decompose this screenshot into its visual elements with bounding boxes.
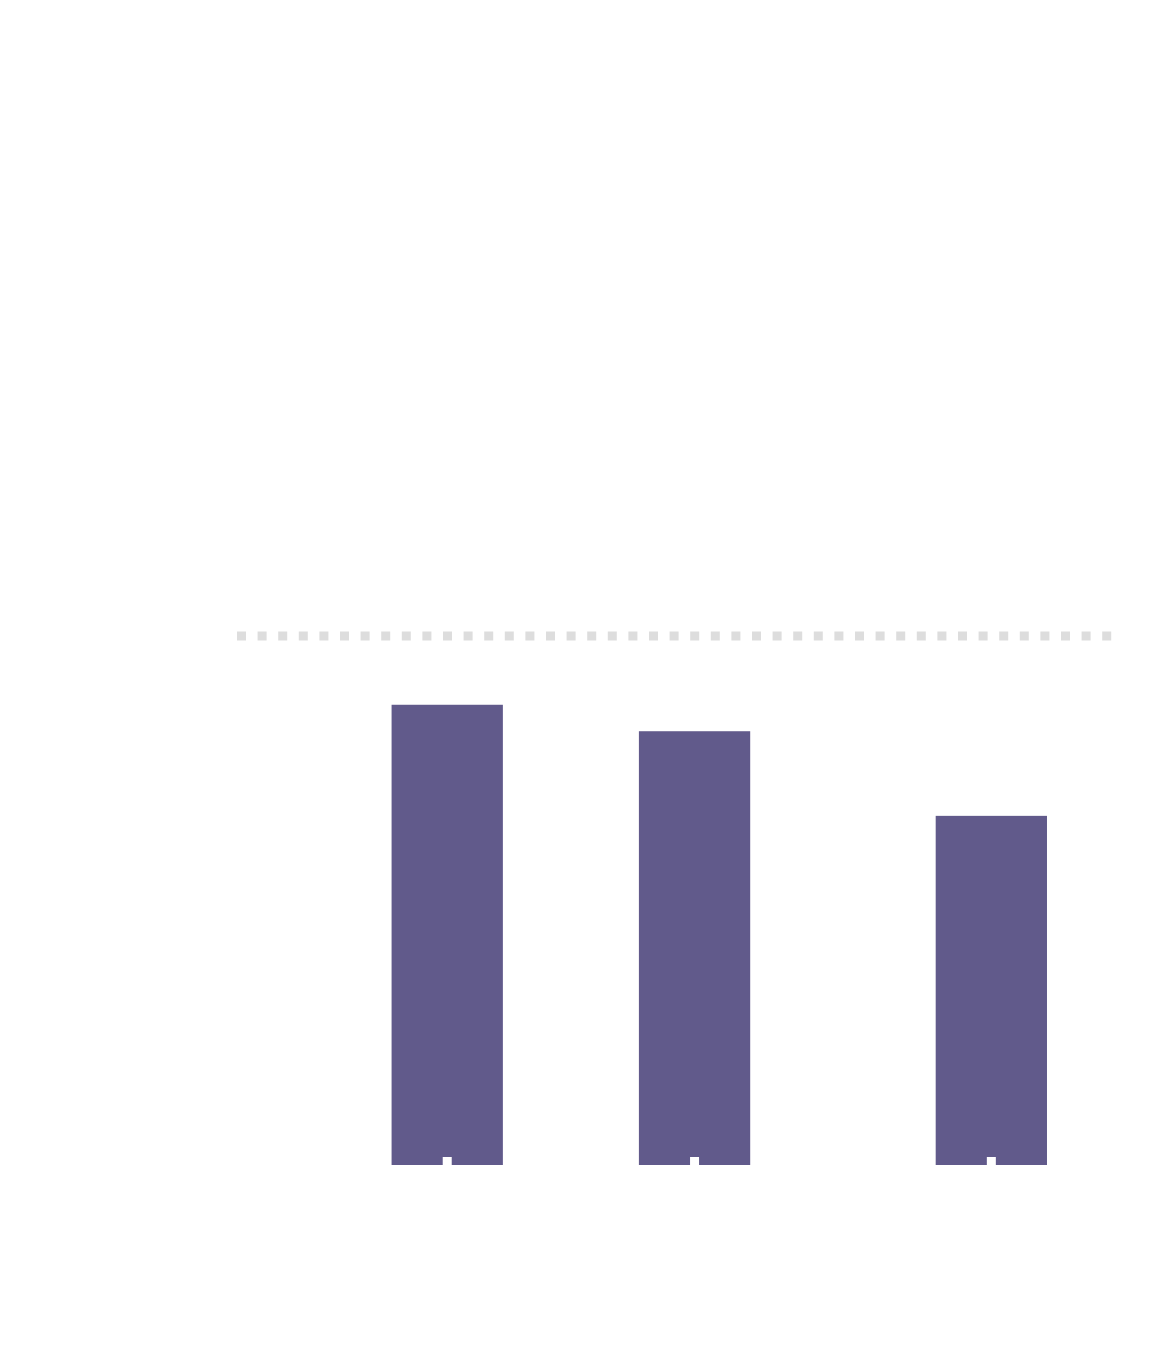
- x-tick-mark: [690, 1157, 700, 1165]
- bar: [638, 731, 751, 1165]
- x-tick-mark: [442, 1157, 452, 1165]
- bar: [391, 704, 503, 1165]
- x-tick-mark: [986, 1157, 996, 1165]
- bar: [935, 815, 1047, 1165]
